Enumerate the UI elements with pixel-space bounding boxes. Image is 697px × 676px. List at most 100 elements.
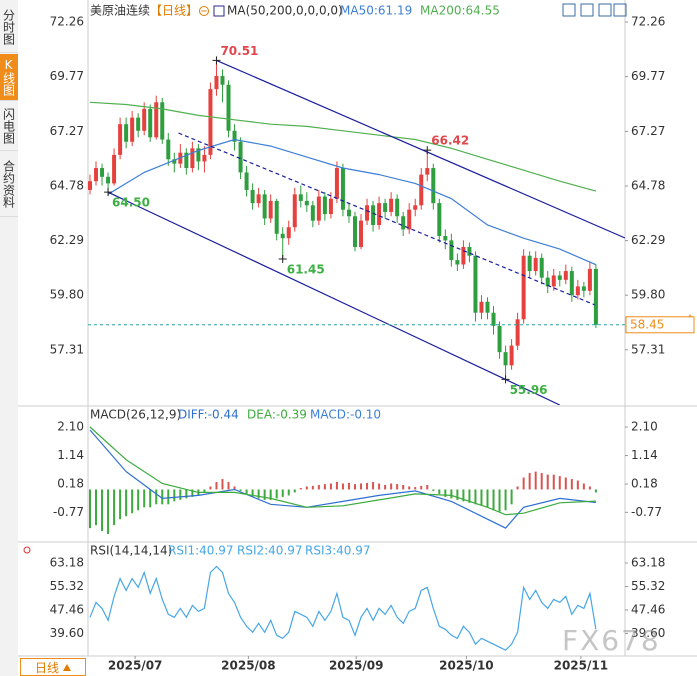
watermark: FX678: [562, 624, 661, 657]
macd-bar: [594, 489, 597, 493]
y-tick-label: 63.18: [50, 555, 84, 569]
candle-body: [581, 286, 586, 291]
macd-bar: [498, 489, 501, 512]
candle-body: [196, 148, 201, 162]
macd-bar: [456, 489, 459, 500]
x-tick-label: 2025/10: [439, 659, 493, 673]
tool-icon[interactable]: [562, 3, 576, 17]
macd-line: [89, 429, 596, 529]
legend-item: MA200:64.55: [420, 4, 500, 18]
candle-body: [485, 301, 490, 313]
macd-bar: [269, 489, 272, 500]
annotation-marker: [501, 375, 510, 384]
y-tick-label: 64.78: [631, 179, 665, 193]
period-button[interactable]: 日线: [20, 658, 86, 676]
candle-body: [256, 194, 261, 204]
y-tick-label: 2.10: [631, 420, 658, 434]
y-tick-label: 59.80: [631, 288, 665, 302]
candle-body: [383, 203, 388, 212]
annotation-marker: [104, 188, 113, 197]
candle-body: [244, 172, 249, 190]
macd-bar: [281, 489, 284, 497]
annotation-marker: [423, 146, 432, 155]
macd-bar: [173, 489, 176, 502]
candle-body: [304, 200, 309, 206]
macd-bar: [251, 489, 254, 497]
macd-bar: [552, 474, 555, 490]
icon-minus[interactable]: [199, 6, 209, 16]
macd-bar: [107, 489, 110, 535]
candle-body: [431, 168, 436, 204]
symbol: 美原油连续: [90, 3, 150, 18]
tool-icon[interactable]: [598, 3, 612, 17]
y-tick-label: 47.46: [50, 602, 84, 616]
settings-icon[interactable]: [23, 546, 31, 554]
macd-bar: [510, 489, 513, 505]
rsi-line: [89, 565, 597, 651]
candle-body: [413, 205, 418, 210]
candle-body: [286, 227, 291, 239]
y-tick-label: 63.18: [631, 555, 665, 569]
x-tick-label: 2025/09: [329, 659, 383, 673]
y-tick-label: 64.78: [50, 179, 84, 193]
macd-bar: [305, 486, 308, 490]
macd-bar: [317, 485, 320, 490]
tool-icon[interactable]: [613, 3, 627, 17]
y-tick-label: 2.10: [57, 420, 84, 434]
candle-body: [106, 176, 111, 184]
macd-bar: [347, 482, 350, 490]
tab[interactable]: 分时图: [0, 2, 18, 53]
candle-body: [407, 209, 412, 230]
tool-icon[interactable]: [580, 3, 594, 17]
candle-body: [551, 275, 556, 287]
panel-title: RSI(14,14,14): [90, 544, 172, 558]
period-button-label: 日线: [34, 660, 59, 675]
macd-bar: [564, 477, 567, 490]
y-tick-label: 55.32: [50, 579, 84, 593]
macd-bar: [546, 474, 549, 490]
y-tick-label: 39.60: [50, 626, 84, 640]
macd-bar: [414, 487, 417, 490]
legend-item: RSI2:40.97: [237, 544, 303, 558]
tab[interactable]: 闪电图: [0, 102, 18, 151]
macd-bar: [257, 489, 260, 499]
candle-body: [593, 268, 598, 325]
macd-bar: [221, 479, 224, 490]
candle-body: [497, 325, 502, 353]
macd-bar: [390, 483, 393, 490]
last-price-box: [625, 316, 695, 334]
macd-bar: [528, 473, 531, 490]
y-tick-label: 69.77: [631, 69, 665, 83]
y-tick-label: 39.60: [631, 626, 665, 640]
candle-body: [118, 124, 123, 155]
y-tick-label: 57.31: [631, 342, 665, 356]
y-tick-label: 0.18: [631, 477, 658, 491]
macd-bar: [311, 485, 314, 490]
annotation-marker: [212, 56, 221, 65]
candle-body: [184, 152, 189, 169]
macd-bar: [293, 489, 296, 493]
candle-body: [334, 168, 339, 199]
candle-body: [88, 181, 92, 190]
macd-bar: [203, 489, 206, 493]
y-tick-label: 67.27: [50, 124, 84, 138]
caret: [63, 664, 71, 671]
y-tick-label: 69.77: [50, 69, 84, 83]
macd-bar: [468, 489, 471, 503]
tab[interactable]: 合约资料: [0, 152, 18, 217]
macd-bar: [582, 483, 585, 490]
macd-bar: [125, 489, 128, 517]
icon-check[interactable]: [213, 5, 225, 17]
macd-bar: [570, 479, 573, 490]
y-tick-label: 62.29: [631, 233, 665, 247]
candle-body: [563, 271, 568, 280]
macd-bar: [588, 486, 591, 490]
annotation-label: 70.51: [220, 44, 258, 58]
candle-body: [569, 271, 574, 296]
annotation-label: 55.96: [510, 383, 548, 397]
candle-body: [359, 220, 364, 247]
tab-active[interactable]: K线图: [0, 54, 18, 101]
y-tick-label: 55.32: [631, 579, 665, 593]
candle-body: [262, 194, 267, 219]
annotation-label: 61.45: [287, 263, 325, 277]
